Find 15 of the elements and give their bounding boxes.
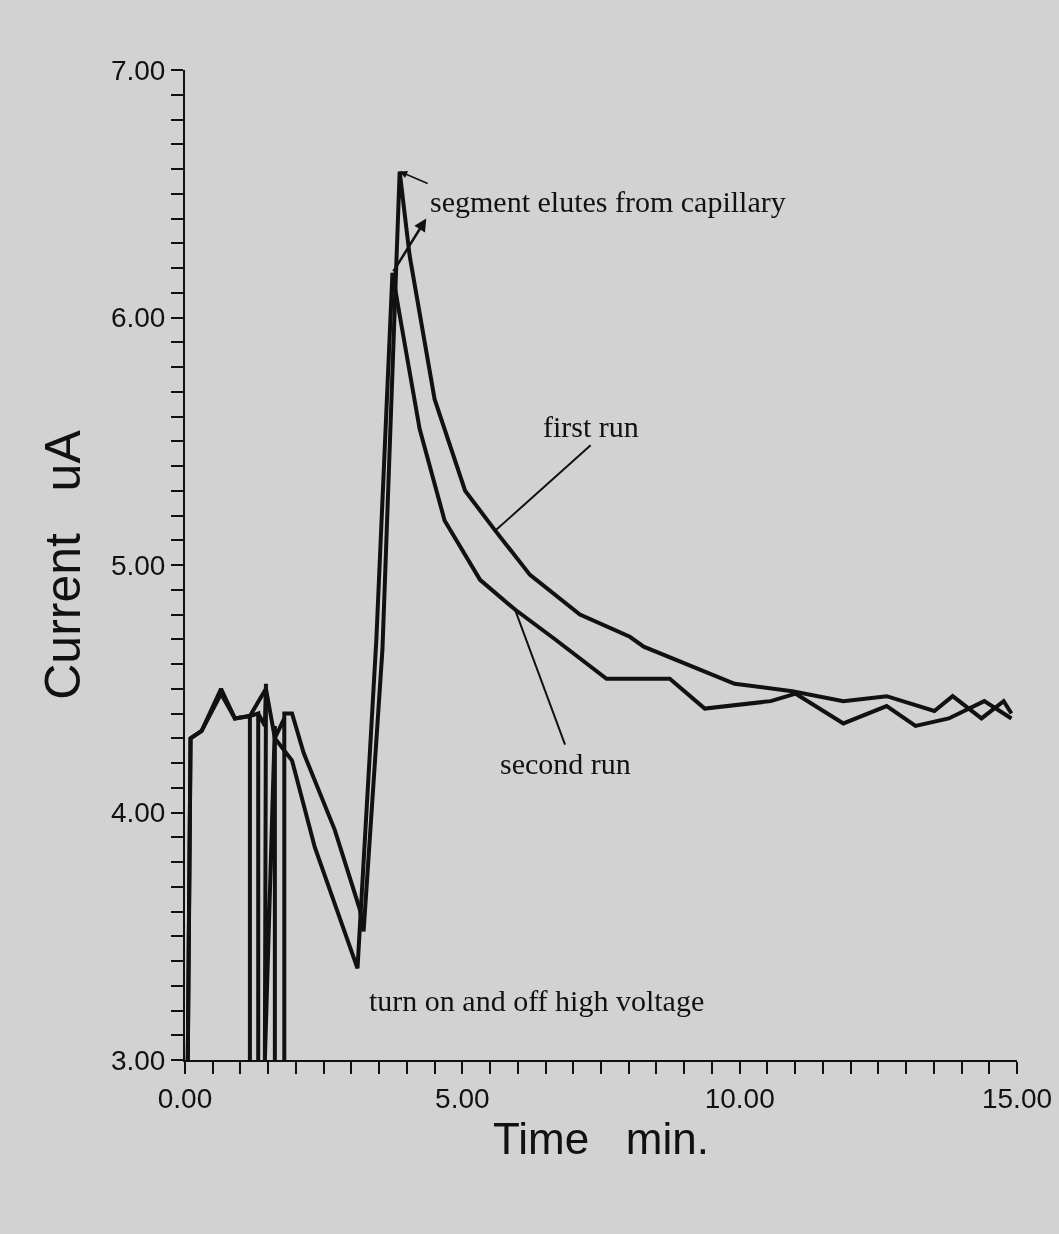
x-tick-label: 5.00 <box>435 1082 490 1114</box>
y-tick-label: 7.00 <box>110 54 166 86</box>
annotation: turn on and off high voltage <box>369 984 705 1017</box>
x-tick-label: 10.00 <box>704 1082 775 1114</box>
text: first run <box>543 410 639 443</box>
text: second run <box>500 747 631 780</box>
y-tick-label: 5.00 <box>110 549 166 581</box>
x-tick-label: 15.00 <box>981 1082 1053 1114</box>
annotation: segment elutes from capillary <box>430 185 786 218</box>
x-axis-title: Time min. <box>493 1113 709 1163</box>
y-axis-title: Current uA <box>35 429 92 700</box>
y-tick-label: 6.00 <box>110 302 166 334</box>
y-tick-label: 4.00 <box>110 797 166 829</box>
x-tick-label: 0.00 <box>157 1082 213 1114</box>
y-tick-label: 3.00 <box>110 1044 166 1076</box>
